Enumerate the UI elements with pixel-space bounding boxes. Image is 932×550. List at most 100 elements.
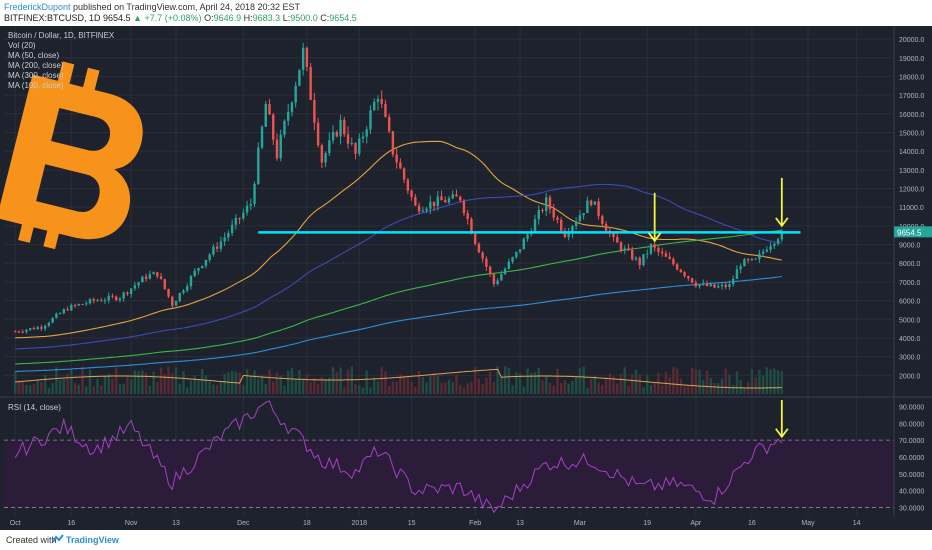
rsi-tick-label: 50.0000	[899, 472, 924, 479]
candle-body	[485, 258, 488, 267]
volume-bar	[215, 384, 219, 394]
volume-bar	[96, 378, 99, 394]
candle-body	[709, 284, 712, 287]
volume-bar	[212, 384, 215, 394]
candle-body	[451, 194, 454, 199]
candle-body	[70, 304, 73, 311]
volume-bar	[133, 370, 137, 394]
volume-bar	[197, 380, 200, 394]
candle-body	[776, 239, 780, 244]
volume-bar	[436, 376, 439, 394]
candle-body	[189, 276, 193, 287]
time-tick-label: Mar	[574, 520, 587, 527]
price-tick-label: 14000.0	[899, 149, 924, 156]
candle-body	[339, 119, 342, 137]
legend-ma200: MA (200, close)	[8, 61, 64, 70]
candle-body	[717, 286, 720, 288]
candle-body	[503, 268, 507, 275]
volume-bar	[634, 369, 638, 394]
candle-body	[182, 290, 185, 293]
candle-body	[440, 196, 443, 201]
volume-bar	[698, 369, 701, 394]
time-tick-label: 16	[748, 520, 756, 527]
candle-body	[612, 233, 615, 237]
candle-body	[507, 261, 511, 269]
candle-body	[601, 216, 604, 224]
volume-bar	[167, 366, 170, 394]
volume-bar	[541, 380, 544, 394]
candle-body	[758, 253, 761, 260]
volume-bar	[713, 382, 716, 394]
volume-bar	[717, 383, 720, 394]
rsi-tick-label: 70.0000	[899, 438, 924, 445]
candle-body	[335, 131, 339, 137]
volume-bar	[275, 372, 279, 394]
price-tick-label: 4000.0	[899, 336, 921, 343]
volume-bar	[567, 383, 570, 394]
candle-body	[376, 98, 380, 102]
volume-bar	[144, 372, 148, 394]
rsi-axis: 30.0000 40.0000 50.0000 60.0000 70.0000 80.00…	[899, 404, 924, 512]
volume-bar	[343, 387, 346, 394]
candle-body	[698, 284, 701, 287]
rsi-tick-label: 60.0000	[899, 455, 924, 462]
candle-body	[163, 279, 166, 289]
candle-body	[129, 288, 133, 294]
candle-body	[660, 251, 664, 254]
volume-bar	[440, 382, 443, 394]
candle-body	[66, 309, 69, 311]
annotation-arrowhead	[775, 428, 789, 439]
volume-bar	[58, 380, 62, 394]
candle-body	[578, 215, 582, 222]
candle-body	[417, 205, 421, 212]
volume-bar	[399, 374, 402, 394]
volume-bar	[380, 367, 383, 394]
volume-bar	[77, 384, 80, 394]
candle-body	[92, 299, 95, 301]
volume-bar	[559, 383, 563, 394]
candle-body	[664, 253, 668, 257]
volume-bar	[103, 375, 107, 394]
volume-bar	[114, 367, 118, 394]
candle-body	[373, 101, 376, 111]
candle-body	[702, 283, 705, 285]
time-tick-label: 16	[67, 520, 75, 527]
candle-body	[212, 246, 215, 255]
volume-bar	[451, 382, 454, 394]
candle-body	[623, 248, 626, 251]
time-tick-label: Nov	[125, 520, 138, 527]
rsi-tick-label: 40.0000	[899, 489, 924, 496]
tradingview-brand-link[interactable]: TradingView	[66, 535, 119, 545]
volume-bar	[290, 367, 294, 394]
chart-area[interactable]: 2000.0 3000.0 4000.0 5000.0 6000.0 7000.0 8000…	[0, 26, 932, 530]
volume-bar	[414, 386, 417, 394]
volume-bar	[754, 377, 757, 394]
candle-body	[732, 278, 735, 285]
candle-body	[238, 218, 241, 220]
volume-bar	[301, 378, 305, 394]
candle-body	[245, 205, 249, 213]
volume-bar	[589, 378, 593, 394]
candle-body	[17, 331, 21, 333]
candle-body	[582, 213, 585, 216]
price-tick-label: 6000.0	[899, 299, 921, 306]
author-link[interactable]: FrederickDupont	[4, 2, 71, 12]
rsi-line-layer	[14, 400, 783, 514]
volume-bar	[492, 381, 496, 394]
volume-bar	[316, 384, 320, 394]
candle-body	[586, 200, 589, 214]
last-price: 9654.5	[103, 13, 131, 23]
candle-body	[694, 282, 698, 287]
candle-body	[358, 138, 361, 154]
volume-bar	[260, 375, 264, 394]
volume-bar	[769, 369, 772, 394]
volume-bar	[485, 377, 488, 394]
volume-bar	[503, 366, 507, 394]
candle-body	[672, 258, 675, 265]
volume-bar	[530, 373, 533, 394]
candle-body	[51, 317, 54, 323]
volume-bar	[518, 373, 522, 394]
candle-body	[743, 259, 746, 267]
candle-body	[567, 233, 570, 238]
volume-bar	[556, 368, 559, 394]
